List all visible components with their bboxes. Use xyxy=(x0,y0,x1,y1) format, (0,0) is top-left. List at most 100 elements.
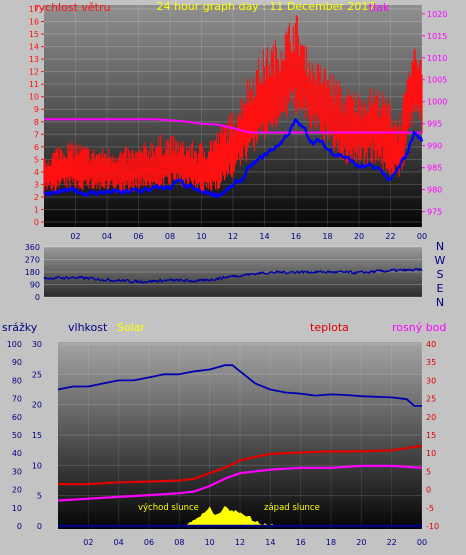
y-tick-label: 15 xyxy=(29,30,39,39)
y-tick-label: 17 xyxy=(29,5,39,14)
y-axis-precipitation: 0 10 20 30 40 50 60 70 80 90 100 xyxy=(7,340,22,531)
y-tick-label: 20 xyxy=(32,401,42,410)
compass-n-bottom: N xyxy=(436,296,444,309)
y-tick-label: 10 xyxy=(426,449,436,458)
y-tick-label: 10 xyxy=(32,461,42,470)
wind-direction-series xyxy=(43,268,423,284)
y-tick-label: 4 xyxy=(34,168,39,177)
x-tick-label: 16 xyxy=(296,538,306,547)
temperature-axis-label: teplota xyxy=(310,321,349,334)
x-tick-label: 12 xyxy=(228,232,238,241)
y-axis-pressure: 975 980 985 990 995 1000 1005 1010 1015 1020 xyxy=(422,10,447,217)
wind-gust-series xyxy=(43,14,423,196)
compass-w: W xyxy=(435,254,446,267)
wind-axis-label: rychlost větru xyxy=(34,1,110,14)
y-tick-label: 13 xyxy=(29,55,39,64)
y-tick-label: 30 xyxy=(426,376,436,385)
y-tick-label: 5 xyxy=(426,467,431,476)
y-tick-label: 70 xyxy=(12,395,22,404)
y-tick-label: 0 xyxy=(426,486,431,495)
y-tick-label: 990 xyxy=(427,142,442,151)
y-tick-label: 15 xyxy=(426,431,436,440)
y-tick-label: 60 xyxy=(12,413,22,422)
y-tick-label: 1 xyxy=(34,205,39,214)
chart-title: 24 hour graph day : 11 December 2017 xyxy=(157,0,376,13)
x-tick-label: 16 xyxy=(291,232,301,241)
x-tick-label: 00 xyxy=(417,232,427,241)
y-tick-label: 10 xyxy=(12,504,22,513)
y-tick-label: 0 xyxy=(17,522,22,531)
y-tick-label: 975 xyxy=(427,208,442,217)
temperature-humidity-series xyxy=(57,364,423,502)
x-tick-label: 20 xyxy=(356,538,366,547)
x-tick-label: 02 xyxy=(70,232,80,241)
sunrise-label: východ slunce xyxy=(138,503,199,513)
x-tick-label: 18 xyxy=(326,538,336,547)
y-tick-label: 6 xyxy=(34,143,39,152)
x-tick-label: 08 xyxy=(174,538,184,547)
dew-point-axis-label: rosný bod xyxy=(392,321,446,334)
wind-direction-line xyxy=(43,268,423,284)
compass-n-top: N xyxy=(436,240,444,253)
x-axis-top: 02 04 06 08 10 12 14 16 18 20 22 00 xyxy=(70,232,427,241)
y-tick-label: 12 xyxy=(29,68,39,77)
y-tick-label: 20 xyxy=(12,486,22,495)
compass-e: E xyxy=(437,282,444,295)
y-tick-label: -10 xyxy=(426,522,439,531)
y-tick-label: 40 xyxy=(426,340,436,349)
y-tick-label: 50 xyxy=(12,431,22,440)
wind-direction-chart: 0 90 180 270 360 N W S E N xyxy=(25,240,446,309)
y-tick-label: 0 xyxy=(34,218,39,227)
x-tick-label: 10 xyxy=(205,538,215,547)
humidity-line xyxy=(57,364,422,407)
wind-average-line xyxy=(43,118,424,199)
x-tick-label: 18 xyxy=(322,232,332,241)
y-tick-label: 7 xyxy=(34,130,39,139)
x-tick-label: 22 xyxy=(387,538,397,547)
y-tick-label: 30 xyxy=(12,467,22,476)
y-tick-label: 1015 xyxy=(427,32,447,41)
x-tick-label: 04 xyxy=(102,232,112,241)
compass-labels: N W S E N xyxy=(435,240,446,309)
x-tick-label: 12 xyxy=(235,538,245,547)
y-tick-label: 9 xyxy=(34,105,39,114)
x-tick-label: 14 xyxy=(265,538,275,547)
y-tick-label: 11 xyxy=(29,80,39,89)
pressure-line xyxy=(44,118,422,134)
y-tick-label: 0 xyxy=(35,293,40,302)
grid-top xyxy=(44,5,423,227)
y-tick-label: 985 xyxy=(427,164,442,173)
dew-point-line xyxy=(57,464,423,502)
y-tick-label: 16 xyxy=(29,18,39,27)
y-tick-label: 360 xyxy=(25,243,40,252)
y-axis-direction: 0 90 180 270 360 xyxy=(25,243,40,302)
y-tick-label: 0 xyxy=(37,522,42,531)
pressure-series xyxy=(44,118,422,134)
precip-axis-label: srážky xyxy=(2,321,38,334)
x-tick-label: 02 xyxy=(83,538,93,547)
pressure-axis-label: tlak xyxy=(369,1,390,14)
y-tick-label: 90 xyxy=(12,358,22,367)
y-tick-label: 80 xyxy=(12,376,22,385)
y-tick-label: 20 xyxy=(426,413,436,422)
x-tick-label: 06 xyxy=(133,232,143,241)
y-tick-label: 1010 xyxy=(427,54,447,63)
y-tick-label: -5 xyxy=(426,504,434,513)
y-tick-label: 10 xyxy=(29,93,39,102)
y-tick-label: 1005 xyxy=(427,76,447,85)
x-tick-label: 14 xyxy=(259,232,269,241)
x-tick-label: 22 xyxy=(385,232,395,241)
y-tick-label: 35 xyxy=(426,358,436,367)
y-tick-label: 15 xyxy=(32,431,42,440)
solar-axis-label: Solar xyxy=(117,321,146,334)
y-tick-label: 5 xyxy=(34,155,39,164)
y-tick-label: 1000 xyxy=(427,98,447,107)
temperature-line xyxy=(58,444,423,486)
y-tick-label: 90 xyxy=(30,281,40,290)
y-tick-label: 1020 xyxy=(427,10,447,19)
y-tick-label: 100 xyxy=(7,340,22,349)
x-tick-label: 00 xyxy=(417,538,427,547)
